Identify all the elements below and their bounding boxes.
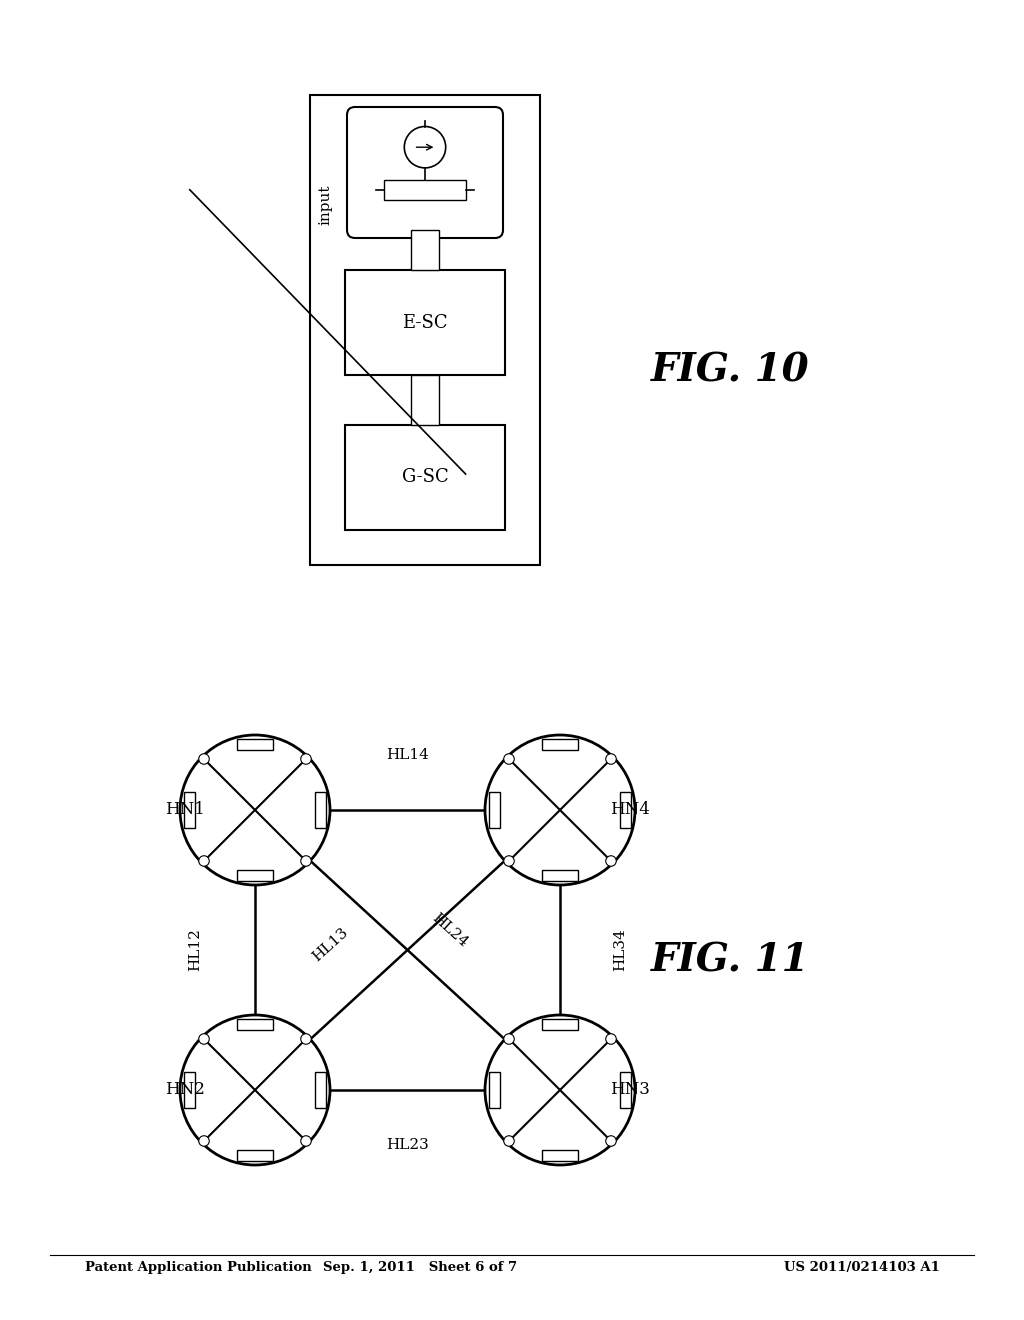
Circle shape [504,1135,514,1146]
Text: HN3: HN3 [610,1081,650,1098]
Circle shape [606,1034,616,1044]
Circle shape [485,735,635,884]
Text: HL14: HL14 [387,748,429,762]
Text: HL12: HL12 [188,928,202,972]
FancyBboxPatch shape [384,180,466,199]
FancyBboxPatch shape [488,1072,500,1107]
FancyBboxPatch shape [310,95,540,565]
Text: HN4: HN4 [610,801,650,818]
Text: Patent Application Publication: Patent Application Publication [85,1262,311,1275]
Circle shape [504,754,514,764]
Circle shape [606,1135,616,1146]
Text: HL24: HL24 [429,911,471,949]
Text: US 2011/0214103 A1: US 2011/0214103 A1 [784,1262,940,1275]
Text: E-SC: E-SC [402,314,447,331]
Text: FIG. 11: FIG. 11 [650,941,809,979]
Text: HL13: HL13 [309,925,350,965]
FancyBboxPatch shape [183,792,195,828]
Circle shape [301,1034,311,1044]
Circle shape [606,754,616,764]
FancyBboxPatch shape [542,1150,578,1162]
Circle shape [180,1015,330,1166]
Circle shape [485,1015,635,1166]
FancyBboxPatch shape [183,1072,195,1107]
FancyBboxPatch shape [542,870,578,882]
FancyBboxPatch shape [238,1150,272,1162]
FancyBboxPatch shape [488,792,500,828]
Circle shape [606,855,616,866]
FancyBboxPatch shape [238,870,272,882]
Text: Sep. 1, 2011   Sheet 6 of 7: Sep. 1, 2011 Sheet 6 of 7 [323,1262,517,1275]
Circle shape [404,127,445,168]
FancyBboxPatch shape [347,107,503,238]
FancyBboxPatch shape [411,375,439,425]
FancyBboxPatch shape [620,1072,631,1107]
Circle shape [301,1135,311,1146]
Text: FIG. 10: FIG. 10 [650,351,809,389]
FancyBboxPatch shape [542,1019,578,1030]
Circle shape [199,1034,209,1044]
FancyBboxPatch shape [620,792,631,828]
FancyBboxPatch shape [345,425,505,531]
Text: HL34: HL34 [613,929,627,972]
Circle shape [180,735,330,884]
FancyBboxPatch shape [411,230,439,271]
Text: HN1: HN1 [165,801,205,818]
Circle shape [301,754,311,764]
FancyBboxPatch shape [542,739,578,750]
Circle shape [199,754,209,764]
Circle shape [199,1135,209,1146]
Text: G-SC: G-SC [401,469,449,487]
Text: input: input [318,185,332,226]
FancyBboxPatch shape [238,1019,272,1030]
Circle shape [301,855,311,866]
Circle shape [504,855,514,866]
FancyBboxPatch shape [345,271,505,375]
Circle shape [504,1034,514,1044]
Text: HL23: HL23 [387,1138,429,1152]
Text: HN2: HN2 [165,1081,205,1098]
FancyBboxPatch shape [238,739,272,750]
FancyBboxPatch shape [315,1072,327,1107]
Circle shape [199,855,209,866]
FancyBboxPatch shape [315,792,327,828]
